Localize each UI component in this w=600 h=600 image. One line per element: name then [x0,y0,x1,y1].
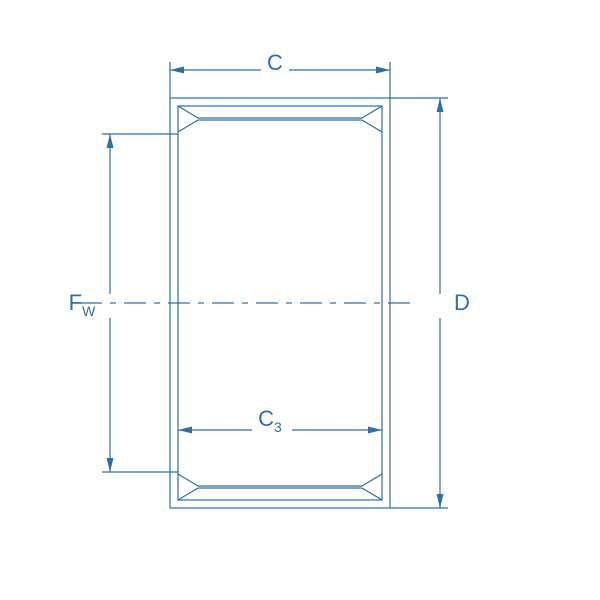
bearing-cross-section-diagram: CDC3FW [0,0,600,600]
label-d: D [454,290,470,315]
label-c: C [267,50,283,75]
canvas-bg [0,0,600,600]
